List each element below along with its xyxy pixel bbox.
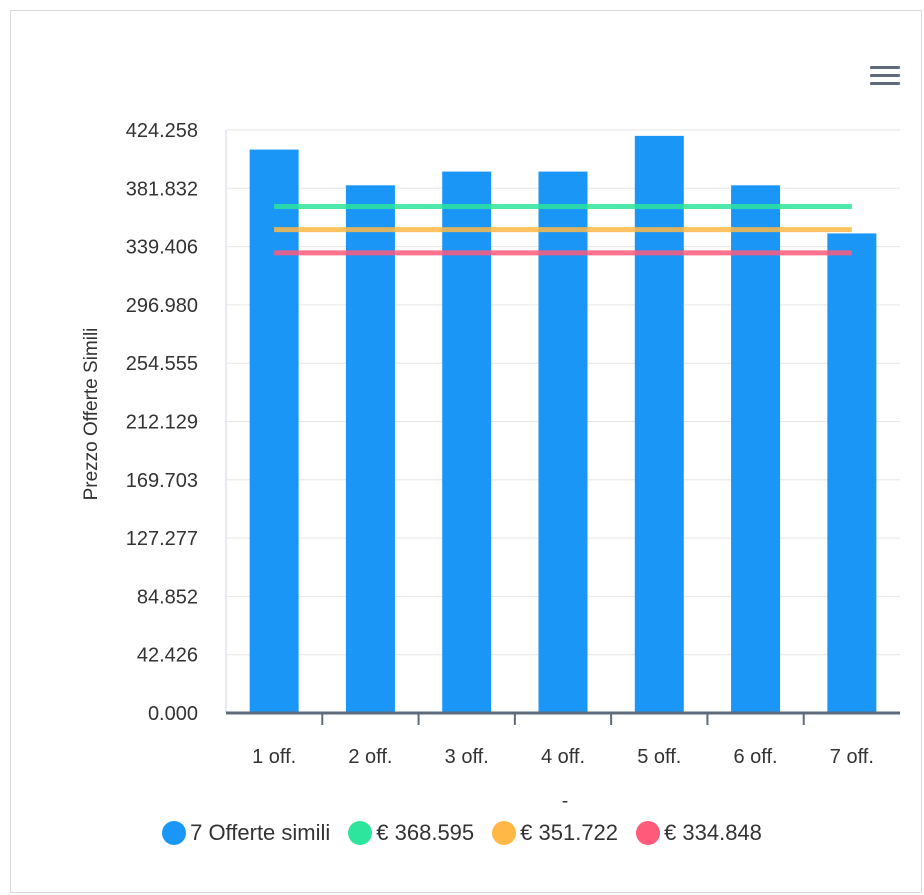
x-tick-label: 2 off. [348, 746, 392, 768]
x-axis-tick-labels: 1 off. 2 off. 3 off. 4 off. 5 off. 6 off. 7 of… [252, 746, 874, 768]
y-tick-label: 42.426 [137, 645, 198, 667]
bar[interactable] [827, 233, 877, 714]
y-tick-label: 296.980 [126, 295, 198, 317]
bar[interactable] [442, 171, 492, 713]
bar[interactable] [538, 171, 588, 713]
legend-label: € 351.722 [520, 820, 619, 845]
legend-dot-icon [162, 821, 187, 845]
y-tick-label: 212.129 [126, 412, 198, 434]
y-tick-label: 339.406 [126, 237, 198, 259]
bar[interactable] [345, 185, 395, 713]
y-axis-tick-labels: 0.000 42.426 84.852 127.277 169.703 212.129 25… [126, 120, 198, 725]
legend-label: € 368.595 [376, 820, 475, 845]
bar[interactable] [731, 185, 781, 713]
legend-dot-icon [636, 821, 661, 845]
y-tick-label: 0.000 [148, 703, 198, 725]
reference-lines [274, 203, 852, 256]
x-tick-label: 6 off. [734, 746, 778, 768]
legend-item[interactable]: € 351.722 [492, 820, 618, 846]
chart-legend: 7 Offerte simili € 368.595 € 351.722 € 334.… [0, 820, 924, 846]
x-axis-title: - [562, 791, 568, 812]
x-tick-label: 7 off. [830, 746, 874, 768]
legend-dot-icon [492, 821, 517, 845]
legend-label: 7 Offerte simili [190, 820, 331, 845]
y-tick-label: 424.258 [126, 120, 198, 142]
y-tick-label: 381.832 [126, 178, 198, 200]
y-tick-label: 127.277 [126, 528, 198, 550]
y-tick-label: 169.703 [126, 470, 198, 492]
axes [225, 130, 900, 725]
y-tick-label: 84.852 [137, 586, 198, 608]
bar[interactable] [634, 135, 684, 713]
legend-label: € 334.848 [664, 820, 762, 845]
bars [249, 135, 877, 714]
legend-item[interactable]: 7 Offerte simili [162, 820, 330, 846]
legend-dot-icon [348, 821, 373, 845]
x-tick-label: 5 off. [637, 746, 681, 768]
bar[interactable] [249, 149, 299, 713]
y-tick-label: 254.555 [126, 353, 198, 375]
hamburger-menu-icon[interactable] [868, 64, 902, 88]
legend-item[interactable]: € 368.595 [348, 820, 474, 846]
x-tick-label: 4 off. [541, 746, 585, 768]
x-tick-label: 1 off. [252, 746, 296, 768]
y-axis-title: Prezzo Offerte Simili [81, 328, 102, 501]
legend-item[interactable]: € 334.848 [636, 820, 762, 846]
x-tick-label: 3 off. [445, 746, 489, 768]
